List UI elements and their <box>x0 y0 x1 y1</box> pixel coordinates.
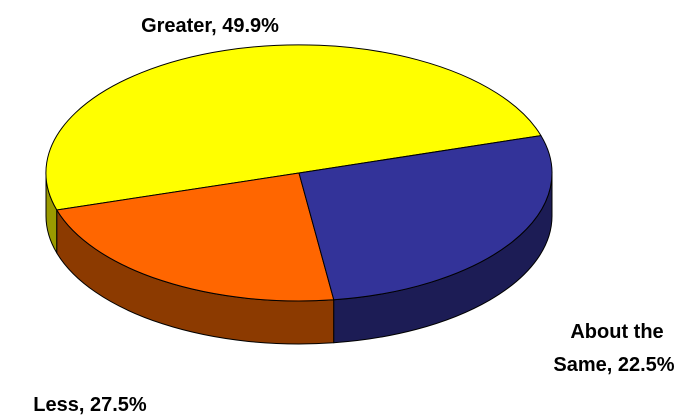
slice-about-the-same <box>56 172 335 302</box>
slice-greater <box>45 44 542 211</box>
pie-tops <box>45 44 553 302</box>
slice-label-less: Less, 27.5% <box>33 394 147 416</box>
slice-less <box>298 135 553 301</box>
slice-label-about-the-same-line2: Same, 22.5% <box>553 354 674 376</box>
slice-label-about-the-same-line1: About the <box>570 321 663 343</box>
slice-label-greater: Greater, 49.9% <box>141 15 279 37</box>
